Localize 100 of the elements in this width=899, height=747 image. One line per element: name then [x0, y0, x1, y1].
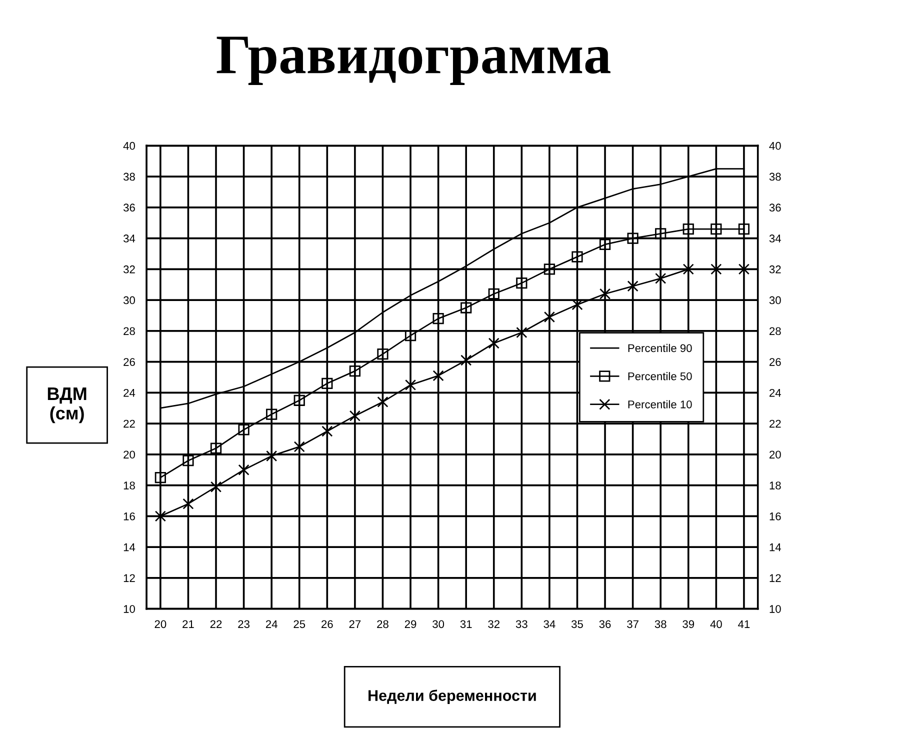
- point: [404, 379, 416, 391]
- point: [627, 232, 638, 244]
- x-tick-label: 23: [238, 620, 250, 628]
- point: [349, 410, 360, 422]
- point: [738, 223, 750, 235]
- x-tick-label: 30: [432, 620, 444, 628]
- chart-title: Гравидограмма: [216, 36, 610, 85]
- point: [710, 223, 722, 235]
- point: [294, 441, 305, 452]
- point: [599, 288, 611, 300]
- point: [182, 455, 194, 466]
- point: [544, 311, 556, 323]
- point: [738, 264, 750, 275]
- point: [572, 251, 583, 262]
- x-tick-label: 37: [627, 620, 638, 628]
- y2-tick-label: 30: [769, 296, 781, 304]
- y2-tick-label: 26: [770, 358, 781, 366]
- y-tick-label: 40: [123, 142, 135, 150]
- x-tick-label: 31: [460, 620, 472, 628]
- point: [488, 338, 500, 349]
- y-tick-label: 18: [124, 482, 135, 490]
- point: [544, 264, 556, 275]
- legend-label: Percentile 90: [628, 344, 692, 352]
- y-tick-label: 20: [124, 450, 135, 459]
- x-tick-label: 32: [488, 620, 500, 628]
- point: [682, 223, 694, 235]
- legend-label: Percentile 10: [628, 400, 692, 408]
- y-tick-label: 38: [123, 172, 135, 181]
- y2-tick-label: 38: [769, 172, 781, 181]
- x-tick-label: 26: [322, 620, 333, 628]
- x-tick-label: 35: [571, 620, 583, 628]
- x-tick-label: 40: [710, 620, 722, 628]
- point: [349, 366, 360, 377]
- point: [432, 313, 444, 324]
- y2-tick-label: 24: [770, 388, 781, 397]
- y2-tick-label: 22: [770, 420, 781, 428]
- point: [294, 394, 305, 406]
- y-tick-label: 24: [124, 388, 136, 397]
- point: [655, 272, 666, 284]
- y-axis-title: ВДМ (см): [48, 388, 86, 424]
- point: [377, 396, 388, 408]
- y2-tick-label: 14: [770, 543, 781, 552]
- point: [154, 472, 166, 484]
- point: [710, 264, 722, 275]
- y-tick-label: 32: [123, 265, 135, 274]
- y2-tick-label: 12: [770, 574, 781, 582]
- point: [322, 378, 333, 389]
- y-tick-label: 16: [124, 512, 135, 520]
- y2-tick-label: 20: [770, 450, 781, 459]
- point: [238, 464, 250, 476]
- point: [516, 278, 528, 289]
- point: [266, 408, 278, 420]
- y2-tick-label: 18: [770, 482, 781, 490]
- y-tick-label: 30: [123, 296, 135, 304]
- x-tick-label: 34: [544, 620, 556, 628]
- point: [488, 288, 500, 300]
- point: [599, 238, 611, 250]
- x-tick-label: 20: [154, 620, 166, 628]
- point: [627, 280, 638, 292]
- y-tick-label: 34: [123, 234, 136, 242]
- point: [516, 326, 528, 338]
- point: [377, 348, 388, 360]
- y2-tick-label: 34: [769, 234, 781, 242]
- x-tick-label: 33: [516, 620, 528, 628]
- x-tick-label: 29: [404, 620, 416, 628]
- x-tick-label: 28: [377, 620, 388, 628]
- x-axis-title: Недели беременности: [368, 690, 536, 704]
- y-tick-label: 28: [124, 327, 135, 336]
- y-tick-label: 22: [124, 420, 135, 428]
- y2-tick-label: 40: [769, 142, 781, 150]
- x-tick-label: 41: [738, 620, 750, 628]
- y2-tick-label: 16: [770, 512, 781, 520]
- y-tick-label: 10: [124, 605, 135, 613]
- y2-tick-label: 28: [770, 327, 781, 336]
- point: [460, 302, 472, 314]
- x-tick-label: 38: [654, 620, 666, 628]
- legend-label: Percentile 50: [628, 372, 692, 380]
- x-tick-label: 36: [599, 620, 611, 628]
- point: [655, 228, 666, 240]
- point: [154, 510, 166, 522]
- y2-tick-label: 10: [770, 605, 781, 613]
- y2-tick-label: 32: [769, 265, 781, 274]
- point: [238, 424, 250, 436]
- y-tick-label: 14: [124, 543, 136, 552]
- x-tick-label: 39: [682, 620, 694, 628]
- point: [460, 354, 472, 366]
- x-tick-label: 22: [210, 620, 222, 628]
- x-tick-label: 27: [349, 620, 361, 628]
- y-tick-label: 12: [124, 574, 135, 582]
- y2-tick-label: 36: [769, 204, 781, 212]
- x-tick-label: 21: [182, 620, 194, 628]
- point: [182, 498, 194, 510]
- x-tick-label: 25: [294, 620, 306, 628]
- x-tick-label: 24: [266, 620, 278, 628]
- y-tick-label: 26: [124, 358, 135, 366]
- point: [210, 442, 222, 454]
- point: [682, 264, 694, 275]
- y-tick-label: 36: [123, 204, 135, 212]
- point: [432, 370, 444, 382]
- point: [322, 426, 333, 437]
